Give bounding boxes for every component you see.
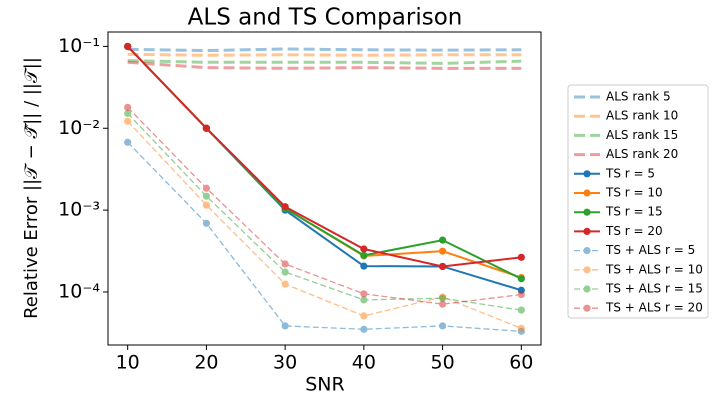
data-point	[360, 325, 368, 333]
series	[124, 42, 525, 282]
data-point	[517, 324, 525, 332]
legend-label: TS + ALS r = 15	[605, 282, 703, 296]
legend-marker	[583, 266, 591, 274]
legend-swatch	[574, 227, 600, 235]
data-point	[281, 268, 289, 276]
y-tick-label: 10⁻²	[58, 117, 100, 139]
legend-box	[567, 84, 709, 319]
x-axis-label: SNR	[305, 374, 344, 396]
legend-swatch	[574, 208, 600, 216]
series	[124, 103, 525, 308]
data-point	[124, 109, 132, 117]
data-point	[438, 262, 447, 271]
series-line	[127, 120, 522, 329]
series-line	[127, 112, 522, 311]
data-point	[438, 300, 447, 308]
x-tick-label: 50	[430, 352, 454, 374]
y-tick-label: 10⁻¹	[58, 35, 100, 57]
legend-marker	[583, 227, 591, 235]
chart-title: ALS and TS Comparison	[188, 5, 463, 31]
data-point	[438, 236, 447, 244]
series	[124, 42, 525, 294]
data-point	[360, 262, 368, 270]
data-point	[517, 306, 525, 314]
legend-marker	[583, 247, 591, 255]
legend-marker	[583, 285, 591, 293]
series-line	[127, 52, 522, 57]
series	[124, 42, 525, 283]
series-line	[127, 59, 522, 65]
data-point	[438, 294, 447, 302]
y-tick-label: 10⁻³	[58, 199, 100, 221]
plot-frame	[107, 31, 542, 346]
data-point	[438, 247, 447, 255]
legend-marker	[583, 304, 591, 312]
legend-label: ALS rank 10	[606, 109, 678, 123]
legend-marker	[583, 170, 591, 178]
data-point	[202, 201, 211, 209]
series-line	[126, 45, 522, 268]
series	[127, 59, 522, 65]
data-point	[517, 253, 525, 261]
x-tick-label: 30	[273, 352, 297, 374]
y-tick-label: 10⁻⁴	[58, 280, 100, 302]
data-point	[281, 280, 289, 288]
series	[124, 117, 525, 332]
data-point	[124, 138, 132, 146]
legend-label: TS r = 20	[605, 224, 663, 238]
data-point	[360, 251, 368, 259]
series	[127, 52, 522, 57]
legend-swatch	[574, 247, 600, 255]
legend-label: TS r = 10	[605, 186, 663, 200]
legend-label: ALS rank 20	[606, 147, 678, 161]
legend-label: TS r = 5	[605, 166, 655, 180]
data-point	[124, 42, 132, 51]
data-point	[202, 124, 211, 132]
data-point	[360, 312, 368, 320]
legend-swatch	[574, 189, 600, 197]
data-point	[281, 322, 289, 330]
data-point	[517, 275, 525, 283]
data-point	[281, 260, 289, 268]
series	[127, 47, 522, 53]
data-point	[202, 219, 211, 227]
legend-label: TS r = 15	[605, 205, 663, 219]
legend-swatch	[574, 266, 600, 274]
legend-swatch	[574, 170, 600, 178]
series	[127, 60, 522, 70]
series-line	[127, 106, 522, 305]
series-line	[126, 45, 522, 280]
data-point	[202, 192, 211, 200]
data-point	[438, 322, 447, 330]
data-point	[124, 117, 132, 125]
legend-label: ALS rank 5	[606, 90, 671, 104]
y-axis-label: Relative Error ||𝒯 − 𝒯̂|| / ||𝒯||	[21, 57, 42, 319]
data-point	[202, 184, 211, 192]
data-point	[360, 245, 368, 253]
legend-label: TS + ALS r = 20	[605, 301, 703, 315]
legend-marker	[583, 208, 591, 216]
x-tick-label: 10	[116, 352, 140, 374]
data-point	[281, 203, 289, 211]
legend-label: TS + ALS r = 5	[605, 243, 695, 257]
series-line	[127, 60, 522, 70]
x-tick-label: 20	[194, 352, 218, 374]
data-point	[360, 296, 368, 304]
legend-swatch	[574, 304, 600, 312]
series-line	[127, 141, 522, 333]
data-point	[124, 103, 132, 111]
series-line	[126, 45, 522, 279]
data-point	[360, 290, 368, 298]
x-tick-label: 40	[352, 352, 376, 374]
x-tick-label: 60	[509, 352, 533, 374]
legend-marker	[583, 189, 591, 197]
legend-label: ALS rank 15	[606, 128, 678, 142]
series	[124, 109, 525, 314]
series	[124, 42, 525, 271]
series-line	[127, 47, 522, 53]
data-point	[517, 290, 525, 299]
legend-swatch	[574, 285, 600, 293]
legend-label: TS + ALS r = 10	[605, 262, 703, 276]
